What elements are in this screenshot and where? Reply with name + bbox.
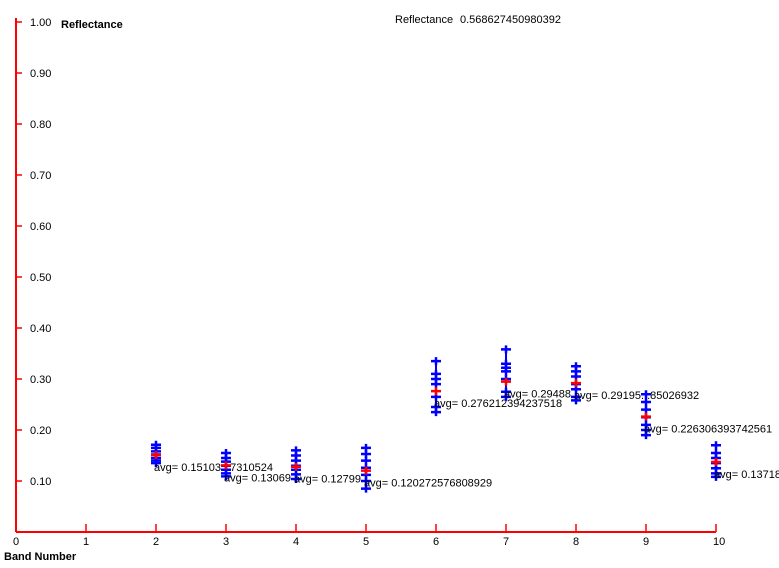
sample-point	[151, 459, 161, 468]
average-point	[361, 466, 371, 475]
sample-point	[431, 408, 441, 417]
average-label: avg= 0.29488	[504, 389, 571, 401]
sample-point	[501, 367, 511, 376]
y-tick-label: 0.90	[30, 68, 51, 80]
sample-point	[641, 397, 651, 406]
y-tick-label: 0.20	[30, 425, 51, 437]
average-point	[711, 458, 721, 467]
sample-point	[641, 431, 651, 440]
x-axis-title: Band Number	[4, 551, 77, 563]
x-tick-label: 1	[83, 536, 89, 548]
y-tick-label: 0.40	[30, 323, 51, 335]
y-tick-label: 1.00	[30, 17, 51, 29]
average-point	[501, 377, 511, 386]
band-group: avg= 0.29488	[501, 345, 571, 401]
average-point	[431, 387, 441, 396]
sample-point	[291, 474, 301, 483]
x-tick-label: 9	[643, 536, 649, 548]
average-label: avg= 0.13069	[224, 472, 291, 484]
band-group: avg= 0.15103...7310524	[151, 440, 273, 474]
band-group: avg= 0.13718	[711, 441, 779, 481]
cursor-readout-value: 0.568627450980392	[460, 14, 561, 26]
sample-point	[361, 484, 371, 493]
y-ticks: 0.10 0.20 0.30 0.40 0.50 0.60 0.70 0.80 0.90 1.00	[16, 17, 51, 488]
sample-point	[501, 345, 511, 354]
sample-point	[501, 392, 511, 401]
sample-point	[361, 456, 371, 465]
sample-point	[571, 396, 581, 405]
band-group: avg= 0.120272576808929	[361, 443, 492, 493]
x-tick-label: 8	[573, 536, 579, 548]
average-label: avg= 0.226306393742561	[644, 424, 772, 436]
x-tick-label: 7	[503, 536, 509, 548]
x-tick-label: 5	[363, 536, 369, 548]
sample-point	[641, 390, 651, 399]
x-tick-label: 4	[293, 536, 299, 548]
sample-point	[361, 477, 371, 485]
sample-point	[431, 380, 441, 389]
sample-point	[431, 357, 441, 366]
x-tick-label: 6	[433, 536, 439, 548]
average-point	[221, 461, 231, 470]
band-group: avg= 0.13069	[221, 448, 291, 484]
sample-point	[711, 441, 721, 450]
average-point	[151, 450, 161, 459]
sample-point	[641, 405, 651, 414]
average-label: avg= 0.13718	[714, 469, 779, 481]
average-label: avg= 0.276212394237518	[434, 398, 562, 410]
y-tick-label: 0.80	[30, 119, 51, 131]
average-label: avg= 0.12799	[294, 474, 361, 486]
sample-point	[711, 472, 721, 481]
y-axis-title: Reflectance	[61, 19, 123, 31]
y-tick-label: 0.10	[30, 476, 51, 488]
y-tick-label: 0.50	[30, 272, 51, 284]
x-tick-label: 0	[13, 536, 19, 548]
x-tick-label: 2	[153, 536, 159, 548]
y-tick-label: 0.60	[30, 221, 51, 233]
y-tick-label: 0.30	[30, 374, 51, 386]
average-point	[571, 379, 581, 388]
band-group: avg= 0.12799	[291, 446, 361, 486]
x-tick-label: 10	[713, 536, 725, 548]
sample-point	[221, 472, 231, 481]
average-point	[291, 462, 301, 471]
average-point	[641, 412, 651, 421]
band-group: avg= 0.276212394237518	[431, 357, 562, 417]
average-label: avg= 0.29195...85026932	[574, 390, 699, 402]
cursor-readout-label: Reflectance	[395, 14, 453, 26]
average-label: avg= 0.15103...7310524	[154, 462, 273, 474]
x-ticks: 0 1 2 3 4 5 6 7 8 9 10	[13, 524, 725, 548]
average-label: avg= 0.120272576808929	[364, 478, 492, 490]
band-group: avg= 0.226306393742561	[641, 390, 772, 440]
y-tick-label: 0.70	[30, 170, 51, 182]
band-group: avg= 0.29195...85026932	[571, 362, 699, 405]
x-tick-label: 3	[223, 536, 229, 548]
